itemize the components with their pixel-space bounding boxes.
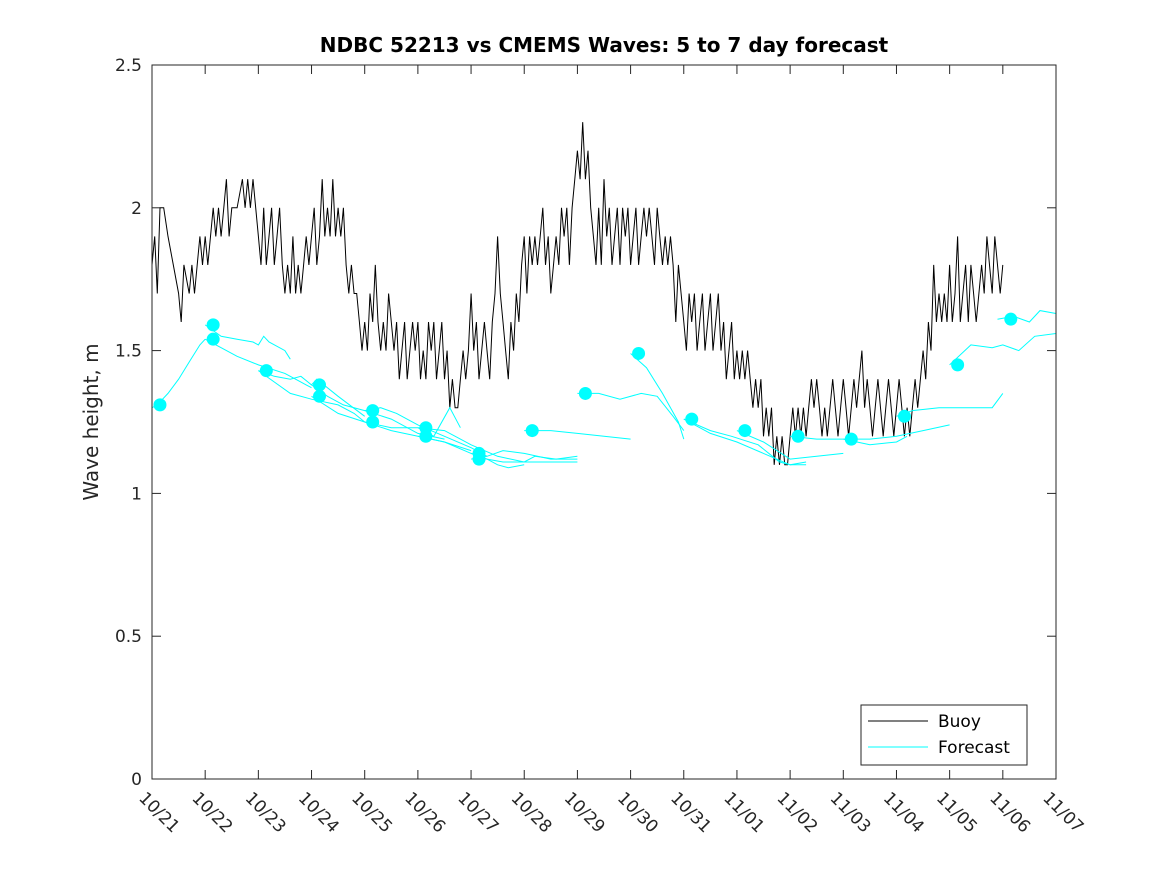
y-axis-label: Wave height, m <box>79 343 103 500</box>
y-tick-label: 0.5 <box>115 627 142 647</box>
forecast-marker <box>632 346 646 360</box>
forecast-line <box>949 333 1057 366</box>
forecast-marker <box>259 364 273 378</box>
buoy-line <box>151 122 1004 466</box>
legend: Buoy Forecast <box>860 704 1028 766</box>
y-tick-label: 0 <box>131 770 142 790</box>
chart-title: NDBC 52213 vs CMEMS Waves: 5 to 7 day fo… <box>320 33 889 57</box>
legend-box <box>860 704 1028 766</box>
forecast-line <box>736 430 844 460</box>
forecast-line <box>843 424 950 440</box>
axes-background <box>152 65 1056 779</box>
forecast-marker <box>951 358 965 372</box>
forecast-line <box>258 370 366 423</box>
forecast-marker <box>1004 312 1018 326</box>
forecast-marker <box>791 429 805 443</box>
forecast-marker <box>206 318 220 332</box>
forecast-line <box>204 324 291 360</box>
legend-buoy-label: Buoy <box>938 712 981 732</box>
forecast-marker <box>313 378 327 392</box>
forecast-marker <box>685 412 699 426</box>
forecast-marker <box>578 386 592 400</box>
forecast-line <box>577 392 685 431</box>
axes-box <box>151 64 1057 780</box>
legend-forecast-label: Forecast <box>938 738 1010 758</box>
forecast-line <box>524 430 631 440</box>
y-axis: 0 0.5 1 1.5 2 2.5 <box>115 56 1056 790</box>
y-tick-label: 1.5 <box>115 342 142 362</box>
forecast-markers <box>153 312 1018 466</box>
plot-area <box>151 64 1057 780</box>
forecast-marker <box>897 409 911 423</box>
forecast-marker <box>738 424 752 438</box>
forecast-line <box>896 393 1004 417</box>
forecast-marker <box>366 404 380 418</box>
buoy-series <box>151 122 1004 466</box>
forecast-line <box>364 407 488 457</box>
forecast-marker <box>844 432 858 446</box>
forecast-line <box>683 418 807 466</box>
forecast-marker <box>419 429 433 443</box>
forecast-marker <box>206 332 220 346</box>
y-tick-label: 1 <box>131 484 142 504</box>
forecast-line <box>417 427 578 463</box>
forecast-marker <box>313 389 327 403</box>
forecast-marker <box>525 424 539 438</box>
forecast-marker <box>472 452 486 466</box>
forecast-line <box>630 353 685 440</box>
forecast-marker <box>153 398 167 412</box>
y-tick-label: 2 <box>131 199 142 219</box>
forecast-marker <box>366 415 380 429</box>
forecast-line <box>470 452 578 463</box>
y-tick-label: 2.5 <box>115 56 142 76</box>
forecast-line <box>258 370 366 417</box>
forecast-line <box>204 338 312 389</box>
